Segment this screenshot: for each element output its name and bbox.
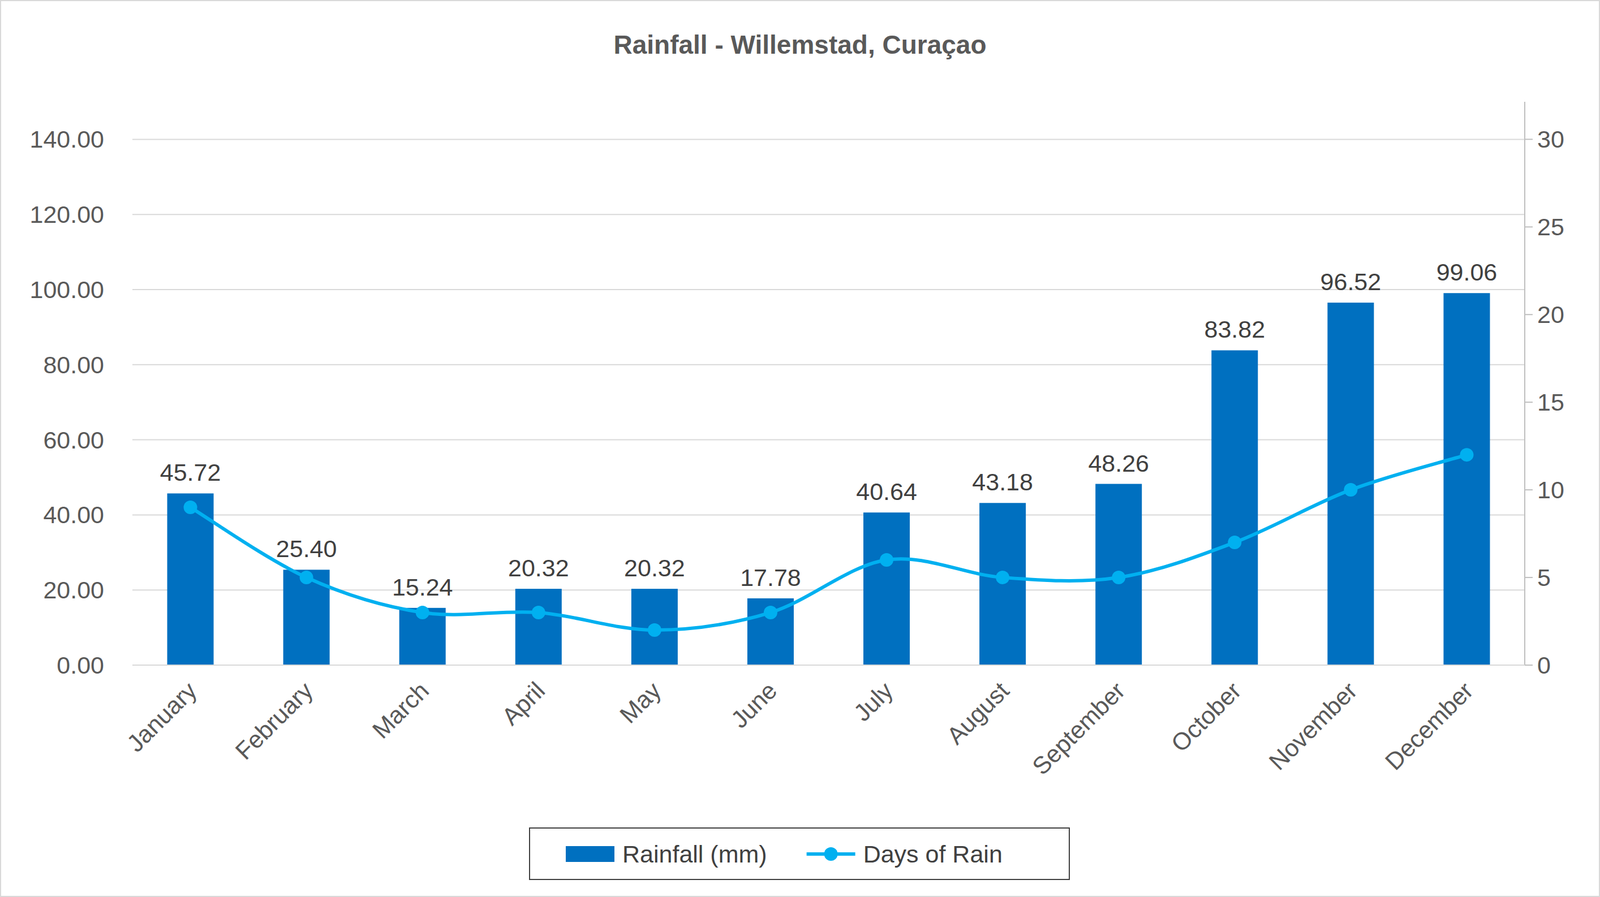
data-labels: 45.72 25.40 15.24 20.32 20.32 17.78 40.64 43.18… [160, 258, 1498, 601]
x-tick-label: May [614, 676, 667, 729]
marker [415, 605, 430, 620]
marker [1459, 448, 1474, 462]
x-tick-label: December [1379, 676, 1479, 776]
marker [1343, 483, 1358, 497]
x-tick-label: June [725, 676, 782, 734]
y2-tick [1524, 577, 1533, 579]
marker [1111, 570, 1126, 585]
marker [995, 570, 1010, 585]
data-label: 17.78 [740, 564, 802, 592]
plot-marks [167, 293, 1491, 666]
data-label: 48.26 [1087, 449, 1150, 477]
grid-line [132, 138, 1525, 140]
marker [647, 623, 662, 638]
data-label: 40.64 [856, 478, 918, 506]
legend-marker [824, 847, 838, 862]
x-tick-label: January [121, 676, 202, 758]
y2-tick-label: 20 [1537, 300, 1565, 329]
x-tick-label: August [941, 676, 1015, 750]
bar [863, 512, 910, 666]
bar [631, 588, 678, 666]
bar [747, 598, 794, 666]
y2-tick [1524, 489, 1533, 491]
data-label: 25.40 [276, 535, 338, 563]
marker [183, 500, 198, 515]
marker [1227, 535, 1242, 550]
grid-line [132, 514, 1525, 516]
grid-line [132, 439, 1525, 441]
x-tick-label: October [1166, 676, 1247, 758]
y-tick-label: 0.00 [56, 651, 105, 679]
data-label: 99.06 [1436, 258, 1498, 286]
legend-box [529, 828, 1070, 880]
x-tick-label: July [848, 676, 898, 727]
x-axis-line [132, 664, 1525, 666]
data-label: 83.82 [1203, 315, 1266, 343]
x-tick-label: March [367, 676, 434, 744]
y2-tick-label: 25 [1537, 213, 1565, 241]
data-label: 20.32 [624, 554, 686, 582]
y-axis-line [132, 101, 133, 666]
bar [515, 588, 562, 666]
data-label: 15.24 [392, 573, 454, 601]
x-tick-label: April [496, 676, 550, 731]
y2-tick-label: 0 [1537, 651, 1551, 679]
line [190, 454, 1468, 631]
marker [531, 605, 546, 620]
bar [1443, 293, 1490, 666]
y-tick-label: 80.00 [42, 351, 105, 379]
bar [1211, 350, 1258, 666]
marker [763, 605, 778, 620]
data-label: 45.72 [160, 458, 222, 486]
y-tick-label: 120.00 [29, 200, 105, 229]
x-tick-label: November [1263, 676, 1363, 776]
y2-tick-label: 5 [1537, 564, 1551, 592]
y-tick-label: 100.00 [29, 276, 105, 304]
legend-label: Days of Rain [863, 840, 1003, 868]
y-tick-label: 40.00 [42, 501, 105, 529]
y2-tick-label: 30 [1537, 125, 1565, 153]
data-label: 96.52 [1320, 268, 1382, 296]
y-tick-label: 20.00 [42, 576, 105, 604]
marker [299, 570, 314, 585]
grid-line [132, 364, 1525, 366]
y-tick-label: 140.00 [29, 125, 105, 153]
chart-border [0, 0, 1600, 897]
x-tick-label: February [229, 676, 318, 765]
y2-tick [1524, 138, 1533, 140]
y2-tick-label: 15 [1537, 388, 1565, 416]
legend: Rainfall (mm) Days of Rain [529, 828, 1070, 880]
y2-tick [1524, 314, 1533, 316]
legend-label: Rainfall (mm) [622, 840, 768, 868]
y-tick-label: 60.00 [42, 426, 105, 454]
grid-line [132, 664, 1525, 666]
y2-tick-label: 10 [1537, 476, 1565, 504]
y2-axis-line [1524, 101, 1526, 666]
grid-line [132, 213, 1525, 215]
grid [132, 139, 1525, 666]
y2-tick [1524, 226, 1533, 228]
data-label: 20.32 [508, 554, 570, 582]
y2-tick [1524, 664, 1533, 666]
grid-line [132, 289, 1525, 291]
chart: Rainfall - Willemstad, Curaçao 0.00 20.00 4… [0, 0, 1600, 897]
x-tick-label: September [1026, 676, 1131, 781]
data-label: 43.18 [971, 468, 1034, 496]
legend-swatch [565, 846, 615, 863]
y2-tick [1524, 401, 1533, 403]
bar [979, 502, 1026, 666]
marker [879, 553, 894, 567]
title: Rainfall - Willemstad, Curaçao [613, 29, 987, 60]
